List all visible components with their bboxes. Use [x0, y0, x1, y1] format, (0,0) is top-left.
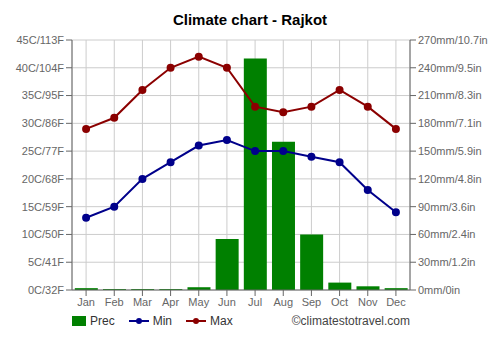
- svg-text:0C/32F: 0C/32F: [28, 284, 64, 296]
- svg-text:Feb: Feb: [105, 296, 124, 308]
- svg-text:150mm/5.9in: 150mm/5.9in: [418, 145, 482, 157]
- svg-text:Dec: Dec: [386, 296, 406, 308]
- svg-text:Oct: Oct: [331, 296, 348, 308]
- svg-text:270mm/10.7in: 270mm/10.7in: [418, 34, 488, 46]
- svg-text:35C/95F: 35C/95F: [22, 89, 64, 101]
- html-text:Prec: Prec: [90, 314, 115, 328]
- svg-text:Jul: Jul: [248, 296, 262, 308]
- svg-text:Aug: Aug: [273, 296, 293, 308]
- svg-text:Jan: Jan: [77, 296, 95, 308]
- svg-text:10C/50F: 10C/50F: [22, 228, 64, 240]
- svg-text:45C/113F: 45C/113F: [17, 34, 65, 46]
- svg-text:120mm/4.8in: 120mm/4.8in: [418, 173, 482, 185]
- svg-text:25C/77F: 25C/77F: [22, 145, 64, 157]
- html-text:Climate chart - Rajkot: Climate chart - Rajkot: [172, 11, 328, 28]
- svg-text:0mm/0in: 0mm/0in: [418, 284, 460, 296]
- html-text:©climatestotravel.com: ©climatestotravel.com: [291, 314, 410, 328]
- svg-text:240mm/9.5in: 240mm/9.5in: [418, 62, 482, 74]
- svg-text:Jun: Jun: [218, 296, 236, 308]
- svg-text:Apr: Apr: [162, 296, 179, 308]
- svg-text:15C/59F: 15C/59F: [22, 201, 64, 213]
- svg-text:20C/68F: 20C/68F: [22, 173, 64, 185]
- svg-text:40C/104F: 40C/104F: [16, 62, 65, 74]
- html-text:Max: Max: [210, 314, 233, 328]
- svg-text:30C/86F: 30C/86F: [22, 117, 64, 129]
- svg-text:May: May: [188, 296, 209, 308]
- svg-text:30mm/1.2in: 30mm/1.2in: [418, 256, 475, 268]
- svg-text:Sep: Sep: [302, 296, 322, 308]
- svg-text:210mm/8.3in: 210mm/8.3in: [418, 89, 482, 101]
- svg-text:5C/41F: 5C/41F: [28, 256, 64, 268]
- html-text:Min: Min: [152, 314, 172, 328]
- svg-text:60mm/2.4in: 60mm/2.4in: [418, 228, 475, 240]
- svg-text:Nov: Nov: [358, 296, 378, 308]
- svg-text:180mm/7.1in: 180mm/7.1in: [418, 117, 482, 129]
- svg-text:Mar: Mar: [133, 296, 152, 308]
- svg-text:90mm/3.6in: 90mm/3.6in: [418, 201, 475, 213]
